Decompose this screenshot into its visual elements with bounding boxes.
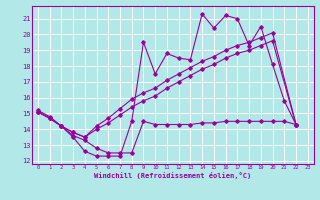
X-axis label: Windchill (Refroidissement éolien,°C): Windchill (Refroidissement éolien,°C): [94, 172, 252, 179]
